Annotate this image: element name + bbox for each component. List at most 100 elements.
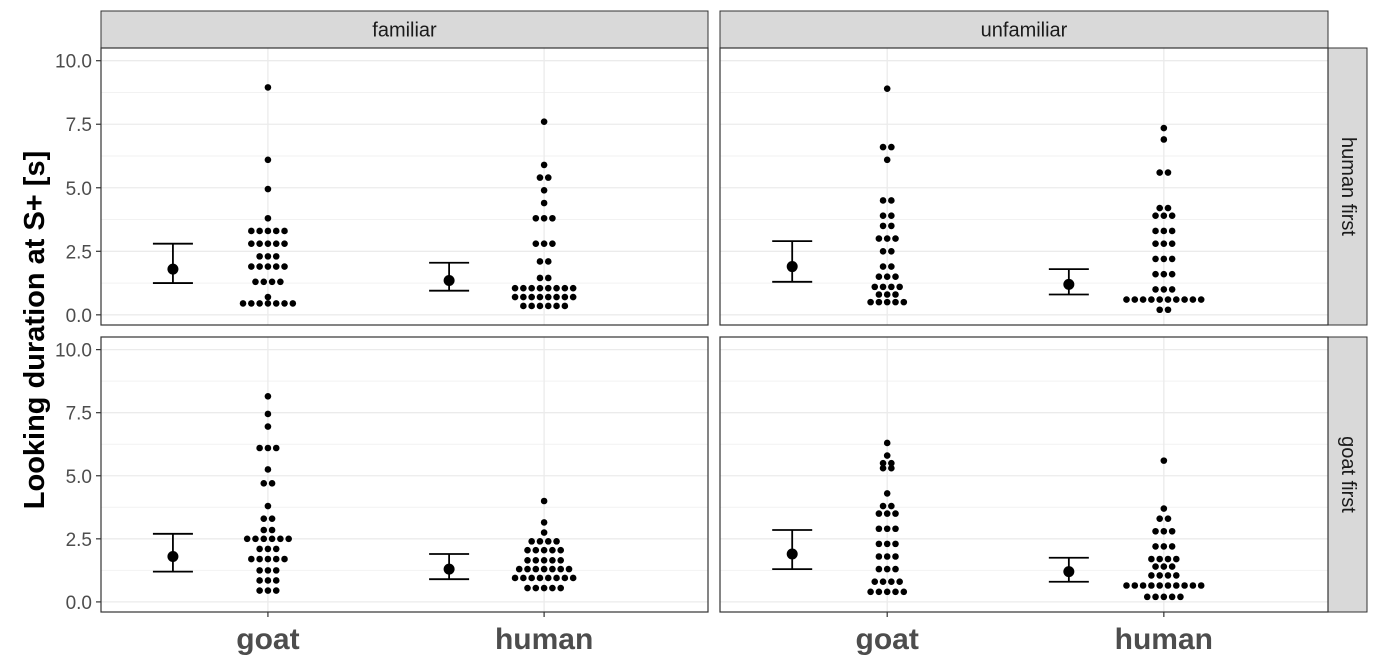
data-point-human: [536, 538, 544, 545]
data-point-goat: [888, 464, 895, 472]
data-point-human: [536, 258, 544, 265]
data-point-goat: [272, 545, 280, 553]
data-point-goat: [285, 535, 292, 543]
facet-strip-human-first: [1327, 47, 1368, 326]
data-point-human: [1160, 240, 1168, 247]
data-point-goat: [883, 553, 891, 560]
data-point-goat: [256, 555, 263, 563]
data-point-human: [1168, 240, 1176, 247]
data-point-human: [532, 240, 540, 247]
data-point-human: [549, 240, 556, 247]
data-point-goat: [883, 156, 891, 164]
y-tick-label: 0.0: [66, 593, 92, 614]
y-tick-label: 7.5: [66, 404, 92, 425]
data-point-human: [536, 284, 544, 292]
panel-border: [719, 47, 1329, 326]
data-point-human: [544, 258, 552, 265]
data-point-human: [1168, 255, 1176, 263]
data-point-human: [1164, 555, 1172, 563]
data-point-goat: [892, 235, 899, 242]
data-point-human: [536, 174, 544, 181]
data-point-human: [528, 574, 535, 582]
data-point-goat: [264, 293, 272, 301]
data-point-goat: [264, 587, 272, 594]
data-point-human: [1160, 563, 1168, 570]
data-point-goat: [272, 300, 280, 307]
x-tick-label-goat: goat: [856, 623, 919, 656]
y-tick-label: 2.5: [66, 530, 92, 551]
data-point-human: [528, 293, 535, 301]
data-point-goat: [264, 84, 272, 91]
data-point-goat: [272, 227, 280, 235]
data-point-goat: [272, 555, 280, 563]
data-point-goat: [268, 526, 276, 534]
data-point-human: [540, 565, 548, 573]
data-point-human: [524, 546, 531, 554]
data-point-human: [1156, 306, 1163, 314]
data-point-human: [1156, 169, 1163, 176]
data-point-human: [532, 556, 540, 564]
data-point-human: [557, 546, 565, 554]
panel-background: [101, 337, 708, 612]
data-point-human: [544, 174, 552, 181]
data-point-human: [540, 529, 548, 536]
data-point-goat: [879, 143, 887, 151]
data-point-goat: [272, 263, 280, 270]
data-point-human: [536, 302, 544, 310]
panel-unfamiliar-goat-first: goat human: [719, 336, 1329, 656]
data-point-human: [1160, 255, 1168, 263]
mean-point-human: [1063, 278, 1075, 290]
data-point-goat: [256, 587, 263, 594]
data-point-goat: [268, 480, 276, 487]
data-point-goat: [277, 278, 284, 286]
data-point-goat: [892, 510, 899, 517]
data-point-goat: [888, 283, 895, 291]
data-point-human: [1168, 593, 1176, 601]
data-point-goat: [272, 567, 280, 574]
data-point-goat: [892, 588, 899, 596]
data-point-goat: [264, 545, 272, 553]
data-point-human: [1160, 136, 1168, 143]
data-point-human: [1160, 457, 1168, 464]
data-point-human: [1172, 572, 1180, 579]
data-point-goat: [888, 143, 895, 151]
data-point-human: [1152, 227, 1159, 235]
data-point-goat: [875, 273, 883, 281]
data-point-goat: [268, 535, 276, 543]
data-point-goat: [272, 444, 280, 452]
data-point-goat: [883, 291, 891, 298]
data-point-goat: [883, 298, 891, 306]
data-point-goat: [248, 300, 255, 307]
data-point-human: [540, 546, 548, 554]
data-point-goat: [239, 300, 247, 307]
data-point-goat: [888, 222, 895, 230]
x-tick-label-human: human: [495, 623, 593, 656]
data-point-human: [1160, 593, 1168, 601]
data-point-human: [1156, 572, 1163, 579]
data-point-goat: [264, 567, 272, 574]
data-point-goat: [879, 459, 887, 467]
data-point-goat: [252, 535, 259, 543]
data-point-human: [553, 574, 560, 582]
data-point-goat: [879, 248, 887, 255]
data-point-human: [1152, 527, 1159, 535]
data-point-human: [536, 293, 544, 301]
data-point-goat: [260, 480, 268, 487]
data-point-human: [1160, 212, 1168, 220]
facet-label-human-first: human first: [1337, 137, 1359, 236]
data-point-human: [524, 565, 531, 573]
data-point-human: [549, 214, 556, 222]
data-point-goat: [883, 85, 891, 92]
data-point-human: [532, 214, 540, 222]
data-point-goat: [892, 565, 899, 573]
data-point-human: [1189, 582, 1197, 589]
data-point-goat: [875, 553, 883, 560]
data-point-goat: [264, 300, 272, 307]
data-point-human: [1148, 296, 1155, 303]
data-point-goat: [883, 588, 891, 596]
data-point-human: [1168, 212, 1176, 220]
data-point-human: [528, 538, 535, 545]
data-point-human: [1131, 296, 1139, 303]
data-point-goat: [264, 502, 272, 510]
data-point-human: [540, 161, 548, 169]
